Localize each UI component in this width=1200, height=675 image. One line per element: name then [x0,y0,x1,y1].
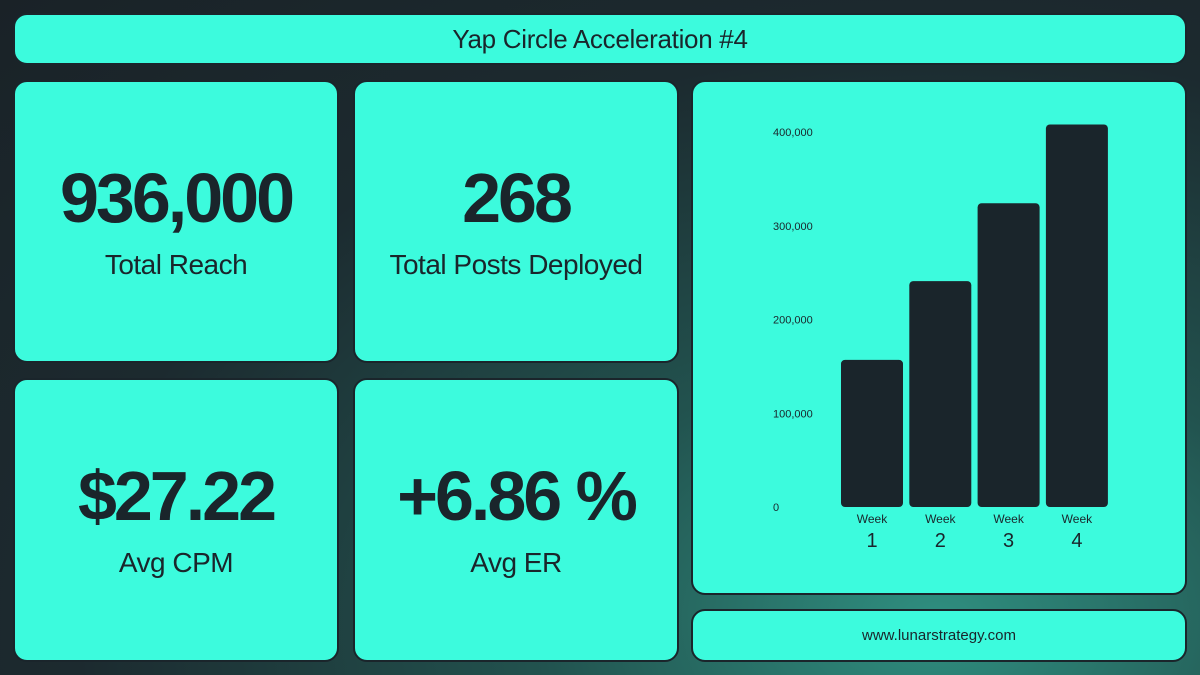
y-tick-label: 400,000 [773,127,813,139]
y-tick-label: 100,000 [773,408,813,420]
footer-bar: www.lunarstrategy.com [691,609,1187,662]
avg-er-card: +6.86 % Avg ER [353,378,679,662]
weekly-reach-chart-card: 0 100,000 200,000 300,000 400,000 Week 1 Week 2 W… [691,80,1187,595]
total-posts-label: Total Posts Deployed [389,248,643,280]
bar-week-2 [909,281,972,507]
x-tick-number: 4 [1071,530,1082,552]
avg-er-value: +6.86 % [397,457,638,535]
bar-week-3 [977,203,1040,507]
y-tick-label: 200,000 [773,315,813,327]
avg-cpm-card: $27.22 Avg CPM [13,378,339,662]
x-tick-label: Week [993,512,1024,526]
total-reach-card: 936,000 Total Reach [13,80,339,363]
total-posts-card: 268 Total Posts Deployed [353,80,679,363]
bar-week-1 [841,359,903,507]
x-tick-label: Week [925,512,956,526]
weekly-reach-bar-chart: 0 100,000 200,000 300,000 400,000 Week 1 Week 2 W… [773,124,1108,552]
website-link[interactable]: www.lunarstrategy.com [862,627,1016,644]
x-tick-label: Week [857,512,888,526]
x-tick-number: 1 [866,530,877,552]
page-title: Yap Circle Acceleration #4 [452,23,748,54]
y-tick-label: 0 [773,502,779,514]
total-reach-label: Total Reach [104,248,248,280]
header-bar: Yap Circle Acceleration #4 [13,13,1187,65]
bar-week-4 [1045,124,1108,507]
total-posts-value: 268 [462,158,573,237]
x-tick-number: 3 [1003,530,1014,552]
avg-er-label: Avg ER [470,547,562,578]
avg-cpm-value: $27.22 [77,457,277,535]
total-reach-value: 936,000 [59,158,295,237]
x-tick-label: Week [1062,512,1093,526]
y-tick-label: 300,000 [773,221,813,233]
avg-cpm-label: Avg CPM [118,547,234,578]
x-tick-number: 2 [935,530,946,552]
